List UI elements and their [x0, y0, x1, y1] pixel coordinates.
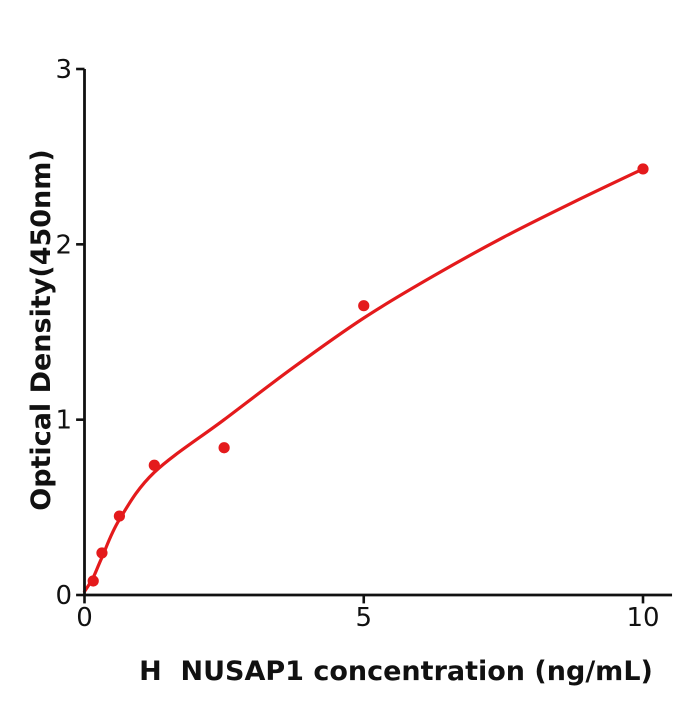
y-tick-label: 2: [56, 230, 73, 260]
axes-layer: 0 5 10 0 1 2 3: [56, 55, 673, 633]
x-tick-label: 5: [355, 603, 372, 633]
y-tick-label: 3: [56, 55, 73, 85]
data-point: [113, 510, 126, 522]
data-point: [218, 442, 230, 454]
y-axis-title: Optical Density(450nm): [26, 149, 57, 511]
labels-layer: H NUSAP1 concentration (ng/mL) Optical D…: [26, 149, 653, 687]
data-point: [87, 575, 99, 587]
data-point: [358, 300, 370, 312]
data-point: [96, 547, 108, 559]
x-axis-title: H NUSAP1 concentration (ng/mL): [139, 656, 653, 687]
y-tick-label: 1: [56, 406, 73, 436]
x-tick-label: 10: [626, 603, 659, 633]
fitted-curve: [82, 167, 645, 594]
data-point: [148, 459, 160, 471]
curve-layer: [82, 167, 645, 594]
x-tick-label: 0: [76, 603, 93, 633]
y-tick-label: 0: [56, 581, 73, 611]
data-point: [637, 163, 649, 175]
points-layer: [87, 163, 649, 587]
